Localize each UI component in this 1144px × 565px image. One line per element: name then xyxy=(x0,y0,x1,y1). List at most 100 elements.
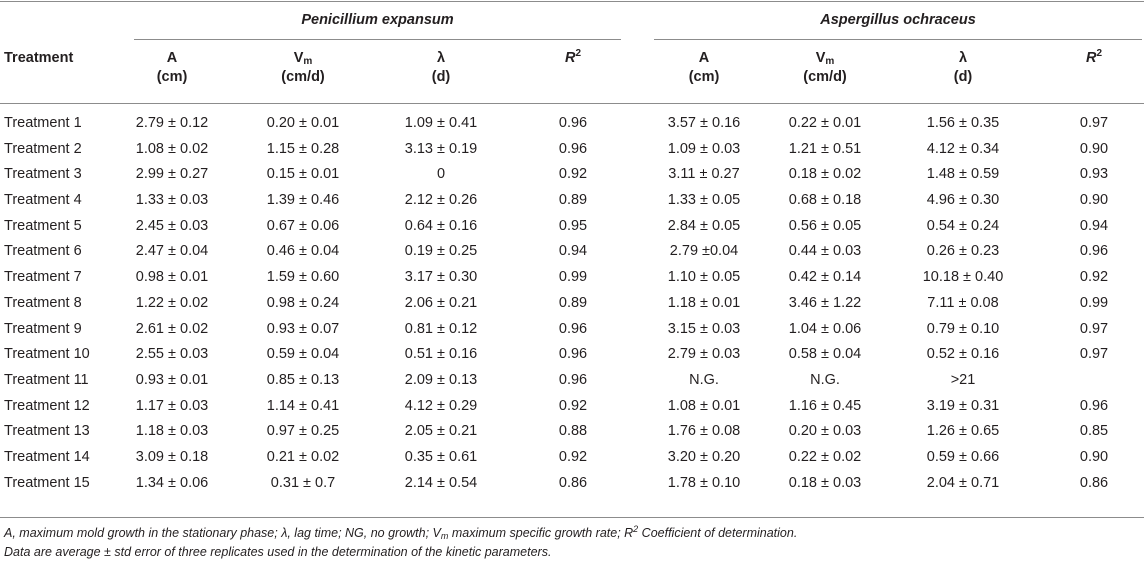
value-cell-aspergillus-a-cm: 2.79 ± 0.03 xyxy=(667,346,741,363)
value-cell-aspergillus-lambda-d: 0.79 ± 0.10 xyxy=(926,320,1000,337)
value-cell-penicillium-lambda-d: 2.09 ± 0.13 xyxy=(404,371,478,388)
value-cell-penicillium-a-cm: 1.33 ± 0.03 xyxy=(135,192,209,209)
treatment-name-cell: Treatment 7 xyxy=(4,269,82,286)
column-header-aspergillus-r-squared: R2 xyxy=(1085,48,1103,67)
table-row: Treatment 14 3.09 ± 0.18 0.21 ± 0.02 0.35 ±… xyxy=(0,449,1144,475)
value-cell-aspergillus-vm-cm-d: 0.22 ± 0.02 xyxy=(788,448,862,465)
value-cell-aspergillus-vm-cm-d: 0.18 ± 0.02 xyxy=(788,166,862,183)
value-cell-aspergillus-vm-cm-d: 0.42 ± 0.14 xyxy=(788,269,862,286)
footnote-segment: Coefficient of determination. xyxy=(638,526,798,540)
value-cell-penicillium-vm-cm-d: 1.39 ± 0.46 xyxy=(266,192,340,209)
column-header-penicillium-vm-cm-d: Vm (cm/d) xyxy=(281,50,325,85)
value-cell-penicillium-lambda-d: 0.35 ± 0.61 xyxy=(404,448,478,465)
value-cell-penicillium-lambda-d: 0.81 ± 0.12 xyxy=(404,320,478,337)
value-cell-aspergillus-lambda-d: 4.96 ± 0.30 xyxy=(926,192,1000,209)
value-cell-penicillium-lambda-d: 2.06 ± 0.21 xyxy=(404,294,478,311)
value-cell-penicillium-r-squared: 0.96 xyxy=(558,371,588,388)
table-row: Treatment 9 2.61 ± 0.02 0.93 ± 0.07 0.81 ± … xyxy=(0,321,1144,347)
value-cell-aspergillus-r-squared: 0.90 xyxy=(1079,192,1109,209)
value-cell-aspergillus-vm-cm-d: 0.58 ± 0.04 xyxy=(788,346,862,363)
value-cell-penicillium-lambda-d: 2.14 ± 0.54 xyxy=(404,474,478,491)
value-cell-aspergillus-a-cm: 2.84 ± 0.05 xyxy=(667,217,741,234)
table-row: Treatment 3 2.99 ± 0.27 0.15 ± 0.01 0 0.92 3.… xyxy=(0,166,1144,192)
value-cell-penicillium-a-cm: 3.09 ± 0.18 xyxy=(135,448,209,465)
value-cell-aspergillus-r-squared: 0.97 xyxy=(1079,115,1109,131)
treatment-name-cell: Treatment 12 xyxy=(4,397,90,414)
value-cell-penicillium-vm-cm-d: 0.97 ± 0.25 xyxy=(266,423,340,440)
group-underline-penicillium xyxy=(134,39,621,40)
value-cell-penicillium-r-squared: 0.92 xyxy=(558,397,588,414)
value-cell-penicillium-a-cm: 0.93 ± 0.01 xyxy=(135,371,209,388)
value-cell-penicillium-a-cm: 1.08 ± 0.02 xyxy=(135,140,209,157)
treatment-name-cell: Treatment 5 xyxy=(4,217,82,234)
value-cell-penicillium-lambda-d: 1.09 ± 0.41 xyxy=(404,115,478,131)
value-cell-aspergillus-vm-cm-d: 1.16 ± 0.45 xyxy=(788,397,862,414)
value-cell-penicillium-lambda-d: 4.12 ± 0.29 xyxy=(404,397,478,414)
value-cell-penicillium-vm-cm-d: 1.14 ± 0.41 xyxy=(266,397,340,414)
value-cell-penicillium-a-cm: 2.47 ± 0.04 xyxy=(135,243,209,260)
footnote-data-description: Data are average ± std error of three re… xyxy=(4,545,552,559)
value-cell-aspergillus-vm-cm-d: 0.18 ± 0.03 xyxy=(788,474,862,491)
value-cell-aspergillus-lambda-d: 7.11 ± 0.08 xyxy=(927,294,999,311)
table-row: Treatment 10 2.55 ± 0.03 0.59 ± 0.04 0.51 ±… xyxy=(0,346,1144,372)
footnote-segment: A, maximum mold growth in the stationary… xyxy=(4,526,441,540)
value-cell-penicillium-vm-cm-d: 1.59 ± 0.60 xyxy=(266,269,340,286)
value-cell-aspergillus-lambda-d: 4.12 ± 0.34 xyxy=(926,140,1000,157)
table-row: Treatment 11 0.93 ± 0.01 0.85 ± 0.13 2.09 ±… xyxy=(0,372,1144,398)
treatment-name-cell: Treatment 6 xyxy=(4,243,82,260)
value-cell-penicillium-vm-cm-d: 1.15 ± 0.28 xyxy=(266,140,340,157)
treatment-name-cell: Treatment 13 xyxy=(4,423,90,440)
value-cell-penicillium-vm-cm-d: 0.98 ± 0.24 xyxy=(266,294,340,311)
footnote-segment: 2 xyxy=(633,524,639,534)
value-cell-penicillium-r-squared: 0.99 xyxy=(558,269,588,286)
treatment-column-header: Treatment xyxy=(4,50,74,66)
value-cell-aspergillus-r-squared: 0.90 xyxy=(1079,448,1109,465)
value-cell-aspergillus-r-squared: 0.92 xyxy=(1079,269,1109,286)
value-cell-aspergillus-vm-cm-d: 0.68 ± 0.18 xyxy=(788,192,862,209)
group-title-penicillium: Penicillium expansum xyxy=(301,12,454,28)
value-cell-penicillium-r-squared: 0.96 xyxy=(558,320,588,337)
value-cell-aspergillus-vm-cm-d: 1.04 ± 0.06 xyxy=(788,320,862,337)
table-row: Treatment 8 1.22 ± 0.02 0.98 ± 0.24 2.06 ± … xyxy=(0,295,1144,321)
value-cell-penicillium-r-squared: 0.96 xyxy=(558,140,588,157)
value-cell-penicillium-vm-cm-d: 0.15 ± 0.01 xyxy=(266,166,340,183)
value-cell-aspergillus-a-cm: 1.09 ± 0.03 xyxy=(667,140,741,157)
value-cell-aspergillus-lambda-d: >21 xyxy=(950,371,976,388)
value-cell-aspergillus-a-cm: 1.78 ± 0.10 xyxy=(667,474,741,491)
value-cell-aspergillus-r-squared: 0.93 xyxy=(1079,166,1109,183)
value-cell-aspergillus-r-squared: 0.85 xyxy=(1079,423,1109,440)
table-top-rule xyxy=(0,1,1144,2)
value-cell-aspergillus-vm-cm-d: 1.21 ± 0.51 xyxy=(788,140,862,157)
value-cell-penicillium-vm-cm-d: 0.46 ± 0.04 xyxy=(266,243,340,260)
value-cell-aspergillus-lambda-d: 2.04 ± 0.71 xyxy=(926,474,1000,491)
table-body: Treatment 1 2.79 ± 0.12 0.20 ± 0.01 1.09 ± … xyxy=(0,115,1144,500)
value-cell-penicillium-r-squared: 0.88 xyxy=(558,423,588,440)
value-cell-penicillium-vm-cm-d: 0.21 ± 0.02 xyxy=(266,448,340,465)
value-cell-penicillium-r-squared: 0.95 xyxy=(558,217,588,234)
treatment-name-cell: Treatment 8 xyxy=(4,294,82,311)
value-cell-aspergillus-r-squared: 0.96 xyxy=(1079,397,1109,414)
table-row: Treatment 1 2.79 ± 0.12 0.20 ± 0.01 1.09 ± … xyxy=(0,115,1144,141)
value-cell-aspergillus-a-cm: N.G. xyxy=(689,371,719,388)
value-cell-aspergillus-lambda-d: 0.59 ± 0.66 xyxy=(926,448,1000,465)
value-cell-penicillium-r-squared: 0.86 xyxy=(558,474,588,491)
value-cell-penicillium-lambda-d: 3.17 ± 0.30 xyxy=(404,269,478,286)
value-cell-aspergillus-r-squared: 0.94 xyxy=(1079,217,1109,234)
value-cell-aspergillus-lambda-d: 0.26 ± 0.23 xyxy=(926,243,1000,260)
value-cell-aspergillus-lambda-d: 0.54 ± 0.24 xyxy=(926,217,1000,234)
value-cell-penicillium-a-cm: 1.22 ± 0.02 xyxy=(135,294,209,311)
value-cell-penicillium-r-squared: 0.92 xyxy=(558,448,588,465)
treatment-name-cell: Treatment 14 xyxy=(4,448,90,465)
value-cell-aspergillus-vm-cm-d: 0.20 ± 0.03 xyxy=(788,423,862,440)
value-cell-penicillium-vm-cm-d: 0.20 ± 0.01 xyxy=(266,115,340,131)
value-cell-aspergillus-r-squared: 0.96 xyxy=(1079,243,1109,260)
value-cell-penicillium-r-squared: 0.96 xyxy=(558,115,588,131)
value-cell-aspergillus-r-squared: 0.97 xyxy=(1079,346,1109,363)
footnote-segment: maximum specific growth rate; R xyxy=(448,526,634,540)
value-cell-penicillium-vm-cm-d: 0.31 ± 0.7 xyxy=(270,474,336,491)
value-cell-aspergillus-a-cm: 1.08 ± 0.01 xyxy=(667,397,741,414)
value-cell-penicillium-a-cm: 1.17 ± 0.03 xyxy=(135,397,209,414)
value-cell-aspergillus-a-cm: 1.18 ± 0.01 xyxy=(667,294,741,311)
table-row: Treatment 13 1.18 ± 0.03 0.97 ± 0.25 2.05 ±… xyxy=(0,423,1144,449)
